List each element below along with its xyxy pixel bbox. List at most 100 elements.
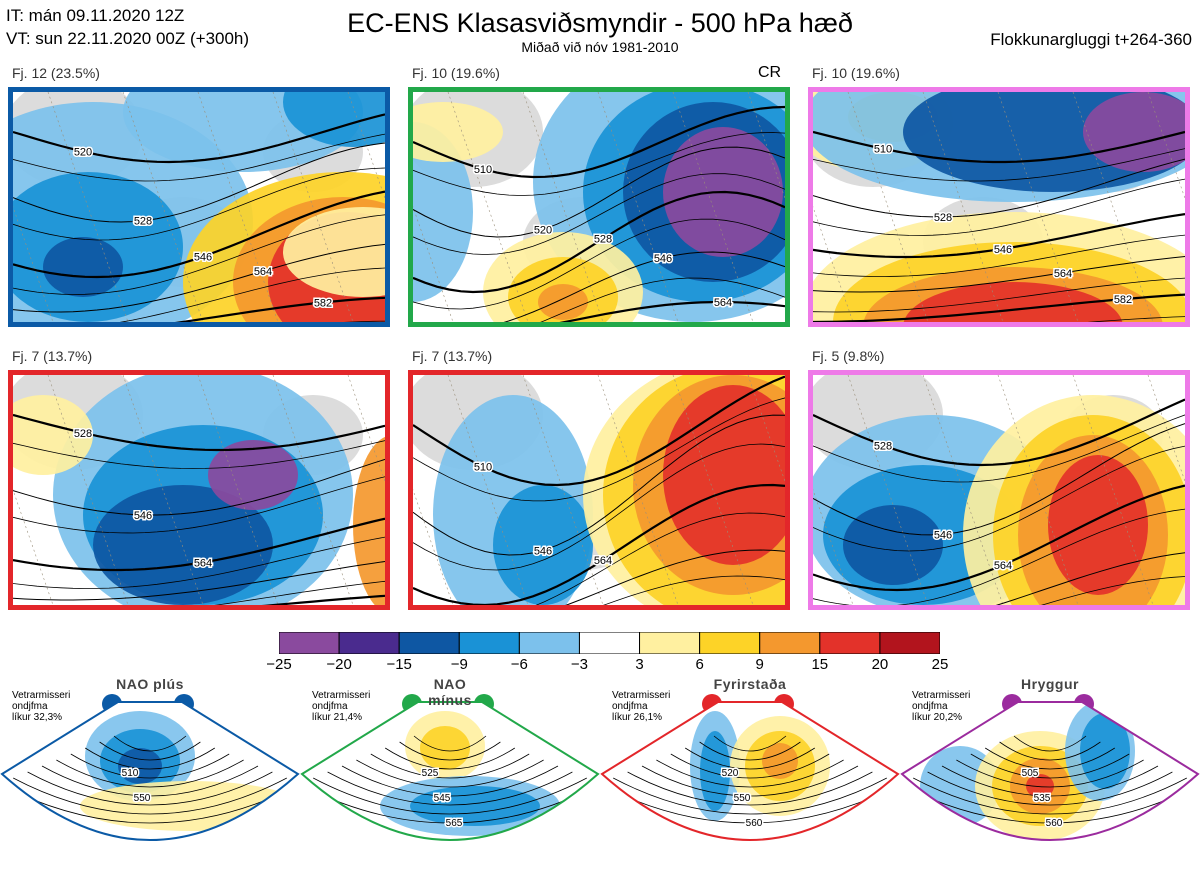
height-contour: [999, 741, 1101, 761]
contour-label: 564: [594, 555, 612, 567]
chart-title: EC-ENS Klasasviðsmyndir - 500 hPa hæð: [347, 8, 853, 38]
height-contour: [995, 552, 1185, 605]
colorbar-tick-label: −6: [510, 656, 528, 673]
height-contour: [413, 218, 785, 310]
height-contour: [613, 777, 887, 815]
regime-note-line: ondjfma: [612, 701, 648, 712]
height-contour: [503, 251, 785, 322]
colorbar-tick-label: −15: [386, 656, 412, 673]
height-contour: [384, 747, 516, 770]
height-contour: [13, 243, 385, 313]
colorbar-tick-label: 6: [695, 656, 704, 673]
height-contour: [413, 173, 785, 255]
graticule-line: [522, 375, 604, 605]
contour-label: 546: [534, 545, 552, 557]
height-contour: [174, 296, 385, 322]
height-contour: [356, 759, 544, 788]
contour-label: 560: [1046, 818, 1063, 829]
cluster-map: 528 546 564: [813, 375, 1185, 605]
graticule-line: [47, 375, 129, 605]
contour-label: 535: [1034, 793, 1051, 804]
anomaly-area: [1048, 455, 1148, 595]
contour-label: 550: [134, 793, 151, 804]
height-contour: [813, 445, 1185, 552]
contour-label: 564: [194, 557, 212, 569]
graticule-line: [747, 375, 785, 483]
height-contour: [99, 741, 201, 761]
classification-window: Flokkunargluggi t+264-360: [990, 30, 1192, 49]
height-contour: [13, 190, 385, 279]
height-contour: [535, 512, 785, 605]
height-contour: [540, 277, 785, 322]
height-contour: [413, 146, 785, 238]
height-contour: [13, 440, 385, 469]
height-contour: [13, 517, 385, 572]
height-contour: [941, 765, 1159, 797]
regime-border: [600, 701, 900, 841]
height-contour: [813, 213, 1185, 259]
height-contour: [813, 277, 1185, 313]
height-contour: [13, 458, 385, 516]
cluster-caption: Fj. 10 (19.6%): [412, 65, 500, 81]
graticule-line: [47, 92, 129, 322]
graticule-line: [1072, 375, 1154, 605]
height-contour: [41, 765, 259, 797]
height-contour: [813, 148, 1185, 182]
height-contour: [813, 178, 1185, 236]
height-contour: [413, 443, 785, 571]
cluster-map: 510 546 564: [413, 375, 785, 605]
height-contour: [13, 476, 385, 534]
height-contour: [13, 142, 385, 223]
regime-map: 510 550: [0, 694, 300, 841]
colorbar-tick-label: −25: [266, 656, 292, 673]
height-contour: [27, 771, 273, 806]
height-contour: [970, 753, 1130, 779]
colorbar-tick-label: 9: [755, 656, 764, 673]
regime-border: [900, 701, 1200, 841]
height-contour: [13, 777, 287, 815]
cluster-caption: Fj. 7 (13.7%): [412, 348, 493, 364]
graticule-line: [1072, 92, 1154, 322]
contour-label: 545: [434, 793, 451, 804]
height-contour: [13, 113, 385, 164]
anomaly-area: [1083, 92, 1185, 172]
height-contour: [413, 105, 785, 179]
regime-map: 525 545 565: [300, 694, 600, 841]
graticule-line: [597, 92, 679, 322]
contour-label: 505: [1022, 768, 1039, 779]
regime-map: 520 550 560: [600, 694, 900, 841]
anomaly-area: [43, 237, 123, 297]
colorbar-tick-label: −3: [570, 656, 588, 673]
contour-label: 528: [874, 440, 892, 452]
regime-panel: 510 550: [0, 676, 300, 871]
contour-label: 510: [874, 144, 892, 156]
height-contour: [813, 293, 1185, 322]
height-contour: [813, 423, 1185, 536]
regime-panel: 525 545 565: [300, 676, 600, 871]
regime-title: NAO mínus: [428, 676, 472, 708]
regime-note-line: líkur 20,2%: [912, 712, 963, 723]
height-contour: [913, 777, 1187, 815]
regime-note-line: Vetrarmisseri: [12, 690, 71, 701]
anomaly-area: [13, 395, 93, 475]
contour-label: 528: [134, 216, 152, 228]
height-contour: [713, 735, 787, 752]
height-contour: [565, 549, 785, 605]
contour-label: 525: [422, 768, 439, 779]
height-contour: [627, 771, 873, 806]
graticule-line: [447, 92, 529, 322]
colorbar-tick-label: 15: [811, 656, 829, 673]
regime-title: NAO plús: [116, 676, 184, 692]
initial-time: IT: mán 09.11.2020 12Z: [6, 6, 185, 25]
contour-label: 582: [314, 297, 332, 309]
cluster-map-panel: 520 528 546 564 582: [8, 87, 390, 327]
cluster-map-panel: 510 528 546 564 582: [808, 87, 1190, 327]
cluster-map: 510 528 546 564 582: [813, 92, 1185, 322]
contour-label: 520: [534, 224, 552, 236]
height-contour: [399, 741, 501, 761]
contour-label: 546: [934, 529, 952, 541]
contour-label: 565: [446, 818, 463, 829]
cluster-map-panel: 528 546 564: [808, 370, 1190, 610]
height-contour: [413, 375, 785, 487]
contour-label: 510: [474, 462, 492, 474]
